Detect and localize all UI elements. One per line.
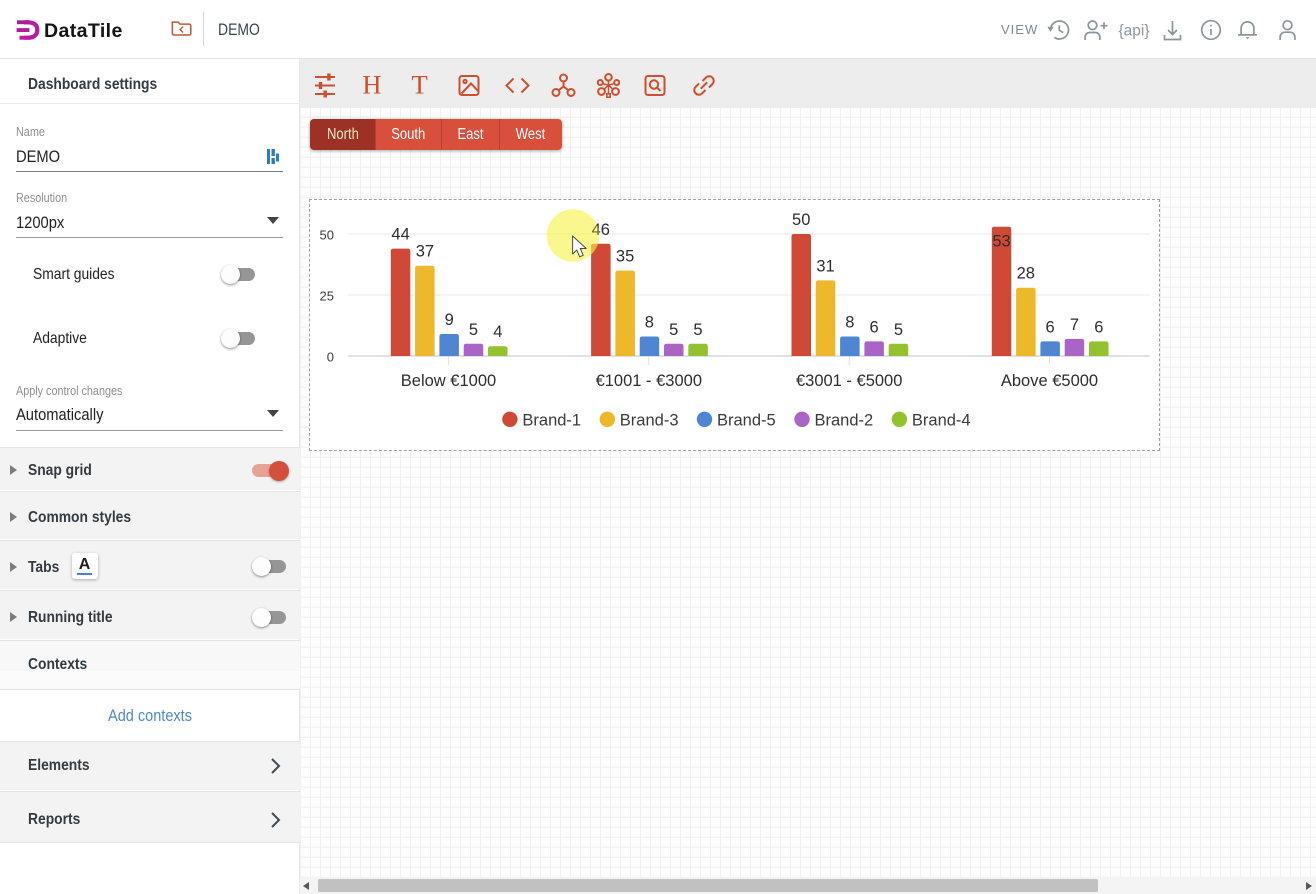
svg-text:25: 25 (320, 289, 334, 304)
svg-text:Brand-1: Brand-1 (522, 412, 581, 430)
svg-text:€1001 - €3000: €1001 - €3000 (596, 372, 702, 390)
svg-text:44: 44 (391, 226, 409, 244)
svg-text:Brand-4: Brand-4 (912, 412, 971, 430)
svg-text:6: 6 (1046, 318, 1055, 336)
svg-text:5: 5 (693, 321, 702, 339)
svg-text:9: 9 (445, 311, 454, 329)
svg-text:4: 4 (493, 323, 502, 341)
svg-text:6: 6 (870, 318, 879, 336)
svg-text:5: 5 (469, 321, 478, 339)
svg-text:35: 35 (616, 248, 634, 266)
svg-text:50: 50 (320, 228, 334, 243)
svg-text:6: 6 (1094, 318, 1103, 336)
svg-text:Brand-5: Brand-5 (717, 412, 776, 430)
svg-text:Above €5000: Above €5000 (1001, 372, 1098, 390)
svg-text:31: 31 (816, 257, 834, 275)
svg-text:8: 8 (845, 314, 854, 332)
svg-text:50: 50 (792, 211, 810, 229)
svg-text:{api}: {api} (1118, 23, 1149, 40)
svg-text:5: 5 (669, 321, 678, 339)
svg-text:Brand-3: Brand-3 (620, 412, 679, 430)
svg-text:7: 7 (1070, 316, 1079, 334)
svg-text:0: 0 (327, 350, 334, 365)
svg-text:T: T (412, 70, 428, 100)
svg-text:Below €1000: Below €1000 (401, 372, 496, 390)
svg-text:53: 53 (992, 233, 1010, 251)
svg-text:Brand-2: Brand-2 (815, 412, 874, 430)
svg-text:€3001 - €5000: €3001 - €5000 (796, 372, 902, 390)
svg-text:37: 37 (416, 243, 434, 261)
svg-text:8: 8 (645, 314, 654, 332)
svg-text:28: 28 (1017, 265, 1035, 283)
svg-text:46: 46 (592, 221, 610, 239)
svg-text:5: 5 (894, 321, 903, 339)
svg-text:H: H (362, 70, 381, 100)
